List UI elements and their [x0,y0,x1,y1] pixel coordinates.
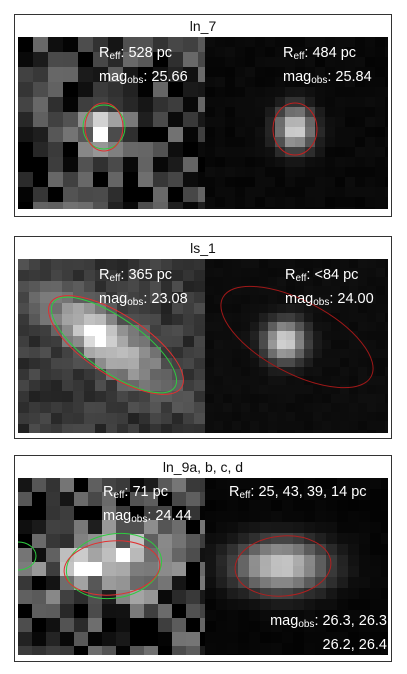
aperture [18,541,37,571]
label: Reff: 528 pc magobs: 25.66 [99,43,188,91]
label-value: : 25.66 [143,69,188,85]
panel: ln_7 Reff: 528 pc magobs: 25.66 Reff: 484 p… [14,14,392,217]
label-line: Reff: <84 pc [285,265,374,289]
label-value: : 25.84 [327,69,372,85]
label-line: magobs: 23.08 [99,289,188,313]
aperture [50,296,178,394]
label-line: Reff: 25, 43, 39, 14 pc [229,482,367,506]
aperture [272,102,318,156]
subscript: eff [293,51,305,62]
subscript: obs [298,619,315,630]
label-line: magobs: 25.84 [283,67,372,91]
subscript: eff [109,273,121,284]
symbol: mag [285,291,314,307]
image [18,37,388,209]
symbol: mag [99,69,128,85]
subscript: obs [131,514,148,525]
aperture [63,540,161,596]
subscript: obs [127,297,144,308]
label-value: : 365 pc [120,267,173,283]
symbol: mag [270,613,299,629]
symbol: mag [99,291,128,307]
label-value: : 71 pc [124,484,168,500]
subscript: obs [313,297,330,308]
symbol: R [99,45,110,61]
image [18,478,388,655]
symbol: mag [283,69,312,85]
label-value: 26.2, 26.4 [322,637,388,653]
label-line: Reff: 71 pc [103,482,192,506]
symbol: R [283,45,294,61]
panel: ls_1 Reff: 365 pc magobs: 23.08 Reff: <84 p… [14,236,392,439]
label-value: : <84 pc [306,267,359,283]
label-value: : 24.00 [329,291,374,307]
label-line: magobs: 26.3, 26.3 [270,611,387,635]
panel: ln_9a, b, c, d Reff: 71 pc magobs: 24.44 Re… [14,455,392,662]
panel-title: ls_1 [190,240,216,256]
symbol: R [229,484,240,500]
subscript: obs [127,75,144,86]
aperture [48,295,184,395]
panel-title: ln_7 [189,18,217,34]
label-value: : 25, 43, 39, 14 pc [250,484,367,500]
image [18,259,388,433]
panel-title: ln_9a, b, c, d [162,459,244,475]
label: Reff: 484 pc magobs: 25.84 [283,43,372,91]
symbol: R [99,267,110,283]
label-value: : 26.3, 26.3 [314,613,387,629]
label-line: magobs: 25.66 [99,67,188,91]
label-value: : 23.08 [143,291,188,307]
symbol: R [285,267,296,283]
symbol: mag [103,508,132,524]
label: Reff: 25, 43, 39, 14 pc [229,482,367,506]
subscript: eff [239,490,251,501]
image-tile [18,259,206,433]
symbol: R [103,484,114,500]
label-line: 26.2, 26.4 [270,635,388,655]
subscript: eff [113,490,125,501]
label: magobs: 26.3, 26.3 26.2, 26.4 [270,611,387,655]
label: Reff: 71 pc magobs: 24.44 [103,482,192,530]
label-value: : 528 pc [120,45,173,61]
aperture [84,102,124,152]
aperture [234,535,332,597]
image-tile [205,478,388,655]
label-line: Reff: 528 pc [99,43,188,67]
label-line: magobs: 24.00 [285,289,374,313]
label-line: Reff: 365 pc [99,265,188,289]
image-tile [205,259,388,433]
label: Reff: <84 pc magobs: 24.00 [285,265,374,313]
subscript: obs [311,75,328,86]
image-tile [205,37,388,209]
label: Reff: 365 pc magobs: 23.08 [99,265,188,313]
label-value: : 24.44 [147,508,192,524]
subscript: eff [295,273,307,284]
aperture [82,104,126,150]
aperture [220,285,374,389]
subscript: eff [109,51,121,62]
aperture [65,532,163,600]
label-line: Reff: 484 pc [283,43,372,67]
label-value: : 484 pc [304,45,357,61]
image-tile [18,478,206,655]
image-tile [18,37,206,209]
label-line: magobs: 24.44 [103,506,192,530]
